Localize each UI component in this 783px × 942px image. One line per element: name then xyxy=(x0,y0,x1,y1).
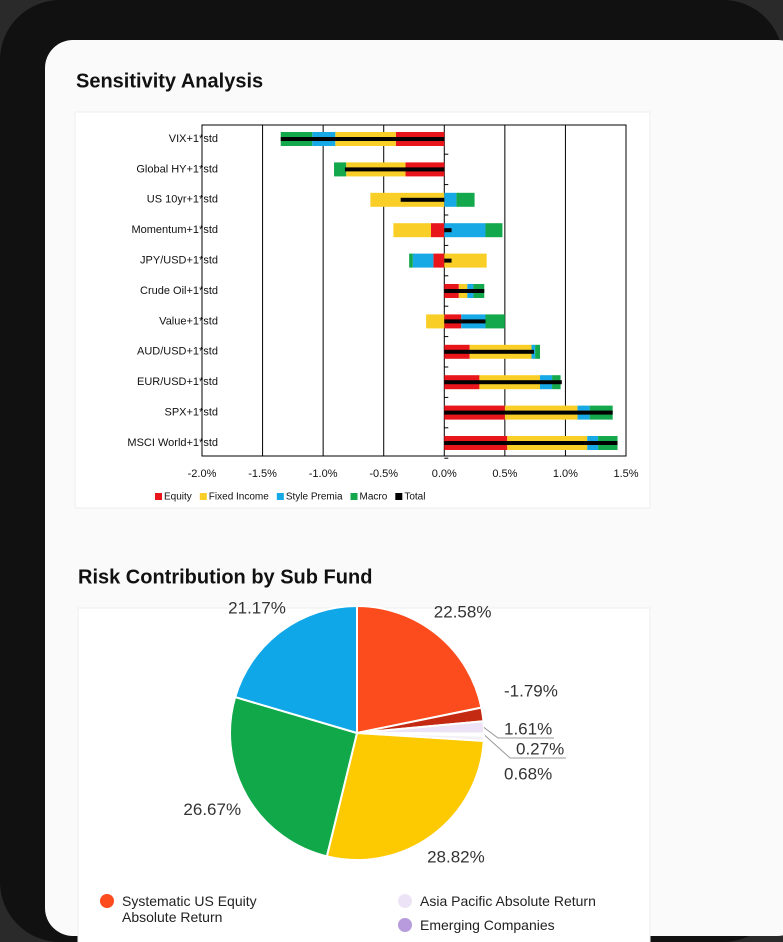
bar-segment xyxy=(426,314,445,329)
y-tick-label: VIX+1*std xyxy=(169,133,218,145)
legend-swatch xyxy=(395,493,403,500)
legend-label: Total xyxy=(404,492,425,503)
legend-label: Fixed Income xyxy=(209,492,269,503)
x-tick-label: 0.0% xyxy=(432,468,457,480)
y-tick-label: JPY/USD+1*std xyxy=(140,255,218,267)
bar-segment xyxy=(334,162,347,177)
bar-segment xyxy=(280,137,445,141)
legend-label: Asia Pacific Absolute Return xyxy=(420,893,596,909)
legend-swatch xyxy=(350,493,358,500)
legend-swatch xyxy=(100,894,114,908)
bar-segment xyxy=(444,410,613,415)
legend-label: Style Premia xyxy=(286,492,343,503)
pie-slice xyxy=(229,695,359,858)
bar-segment xyxy=(393,223,431,238)
x-tick-label: -1.0% xyxy=(309,468,338,480)
data-label: 28.82% xyxy=(427,847,485,866)
pie-slice xyxy=(356,604,483,735)
x-tick-label: -0.5% xyxy=(369,468,398,480)
bar-segment xyxy=(444,349,534,354)
bar-segment xyxy=(430,223,445,238)
bar-segment xyxy=(412,253,434,268)
bar-segment xyxy=(485,223,503,238)
x-tick-label: 0.5% xyxy=(492,468,517,480)
legend-swatch xyxy=(276,493,284,500)
x-tick-label: -1.5% xyxy=(248,468,277,480)
bar-segment xyxy=(535,344,540,359)
y-tick-label: US 10yr+1*std xyxy=(147,194,218,206)
bar-segment xyxy=(409,253,413,268)
bar-segment xyxy=(444,223,486,238)
leader-line xyxy=(483,727,554,739)
legend-label: Emerging Companies xyxy=(420,917,555,933)
leader-line xyxy=(483,734,566,759)
bar-segment xyxy=(444,441,618,445)
bar-segment xyxy=(444,253,487,268)
bar-segment xyxy=(444,319,486,324)
data-label: 21.17% xyxy=(228,598,286,617)
x-tick-label: -2.0% xyxy=(188,468,217,480)
y-tick-label: SPX+1*std xyxy=(164,407,218,419)
legend-swatch xyxy=(398,918,412,932)
y-tick-label: Value+1*std xyxy=(159,315,218,327)
legend-item: Emerging Companies xyxy=(398,917,638,933)
bar-segment xyxy=(433,253,445,268)
legend-label: Macro xyxy=(360,492,388,503)
section-title: Risk Contribution by Sub Fund xyxy=(78,566,372,588)
bar-segment xyxy=(344,167,445,172)
legend-swatch xyxy=(398,894,412,908)
data-label: 0.27% xyxy=(516,739,564,758)
bar-segment xyxy=(444,228,452,233)
x-tick-label: 1.5% xyxy=(613,468,638,480)
plot-frame xyxy=(201,124,627,457)
legend-swatch xyxy=(155,493,162,500)
bar-segment xyxy=(485,314,505,329)
bar-segment xyxy=(444,380,562,385)
y-tick-label: Momentum+1*std xyxy=(131,224,218,236)
legend-label: Equity xyxy=(164,492,192,503)
y-tick-label: EUR/USD+1*std xyxy=(137,376,218,388)
data-label: 22.58% xyxy=(434,602,492,621)
legend-item: Systematic US Equity Absolute Return xyxy=(100,893,300,925)
section-title: Sensitivity Analysis xyxy=(76,70,263,92)
pie-slice xyxy=(325,731,485,861)
bar-segment xyxy=(456,192,475,207)
y-tick-label: MSCI World+1*std xyxy=(127,437,218,449)
y-tick-label: Crude Oil+1*std xyxy=(140,285,218,297)
data-label: -1.79% xyxy=(504,681,558,700)
bar-segment xyxy=(444,258,452,263)
y-tick-label: Global HY+1*std xyxy=(136,163,218,175)
data-label: 1.61% xyxy=(504,719,552,738)
x-tick-label: 1.0% xyxy=(553,468,578,480)
bar-segment xyxy=(444,289,485,293)
legend-swatch xyxy=(199,493,207,500)
data-label: 26.67% xyxy=(183,800,241,819)
y-tick-label: AUD/USD+1*std xyxy=(137,346,218,358)
legend-item: Asia Pacific Absolute Return xyxy=(398,893,638,909)
data-label: 0.68% xyxy=(504,764,552,783)
legend-label: Systematic US Equity Absolute Return xyxy=(122,893,257,925)
bar-segment xyxy=(444,192,457,207)
pie-slice xyxy=(233,604,358,735)
bar-segment xyxy=(400,197,445,202)
